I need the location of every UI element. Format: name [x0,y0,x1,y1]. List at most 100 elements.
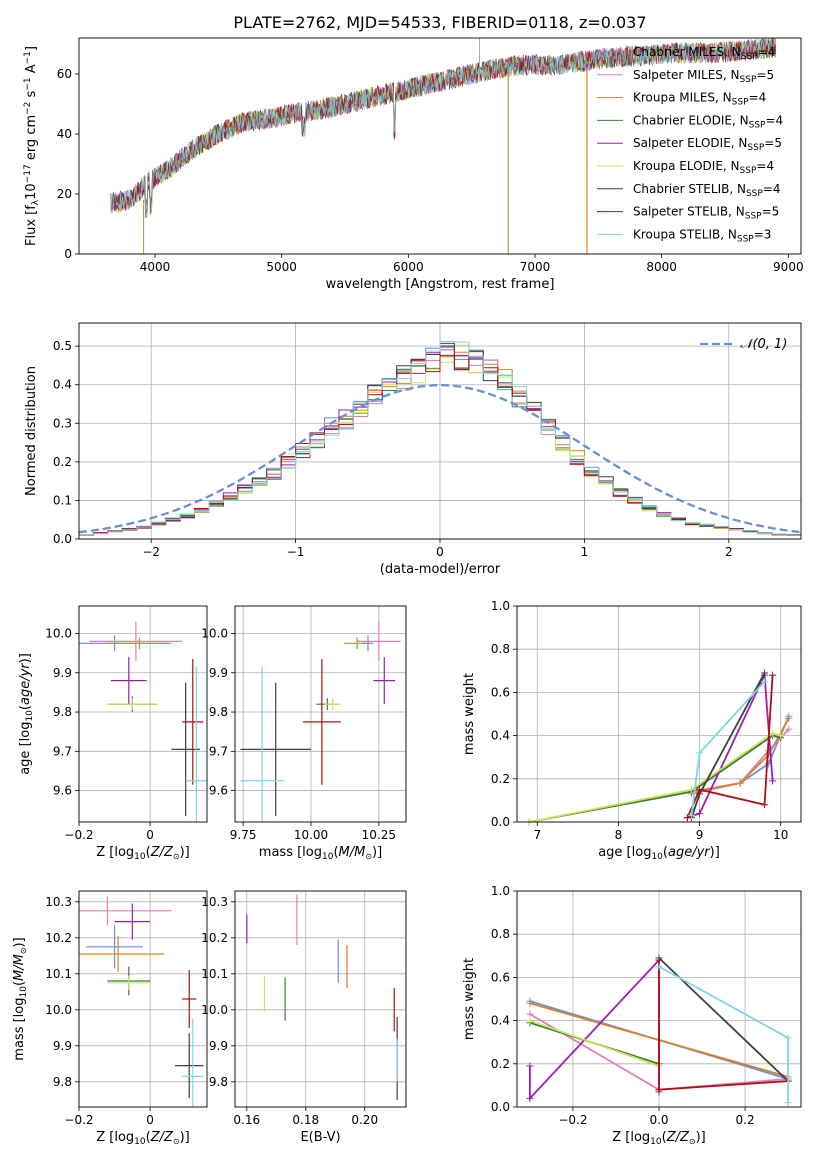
y-axis-label: mass [log10(M/M⊙)] [12,937,29,1060]
y-tick-label: 9.7 [209,744,228,758]
error-bars [246,894,398,1100]
y-tick-label: 0.4 [491,729,510,743]
residuals-panel: −2 −1 0 1 2 0.0 0.1 0.2 0.3 0.4 0.5 (data-model)/er… [24,322,802,577]
x-tick-label: 10.25 [362,828,396,842]
x-tick-label: 8000 [646,260,677,274]
x-tick-label: 0.20 [351,1113,378,1127]
weight-lines [525,669,793,826]
error-bars [79,896,204,1107]
y-tick-label: 0.0 [53,532,72,546]
x-tick-label: 5000 [266,260,297,274]
axes-frame [234,890,407,1108]
legend-entry: Chabrier ELODIE, NSSP=4 [633,113,783,130]
x-tick-label: 9000 [773,260,804,274]
x-tick-label: 1 [581,545,589,559]
y-tick-label: 9.8 [53,1075,72,1089]
y-tick-label: 0.1 [53,493,72,507]
x-tick-label: 0.18 [292,1113,319,1127]
legend-entry: Salpeter MILES, NSSP=5 [633,68,774,85]
weight-line [686,675,774,819]
y-tick-label: 20 [57,187,72,201]
y-tick-label: 0.0 [491,815,510,829]
x-tick-label: 0.0 [649,1113,668,1127]
y-tick-label: 9.9 [209,666,228,680]
legend-entry: Kroupa STELIB, NSSP=3 [633,227,771,244]
y-tick-label: 0.0 [491,1100,510,1114]
y-tick-label: 60 [57,67,72,81]
y-tick-label: 10.0 [45,626,72,640]
weight-line [529,732,781,823]
y-tick-label: 0.2 [53,455,72,469]
x-tick-label: −0.2 [64,1113,93,1127]
axes-frame [78,322,802,540]
x-tick-label: −2 [142,545,160,559]
y-tick-label: 9.8 [53,705,72,719]
x-tick-label: 6000 [393,260,424,274]
x-tick-label: 9 [696,828,704,842]
y-tick-label: 9.7 [53,744,72,758]
mass-vs-ebv-panel: 0.16 0.18 0.20 9.8 9.9 10.0 10.1 10.2 10.3 E(B-V) [201,890,407,1145]
x-axis-label: (data-model)/error [380,562,501,577]
y-tick-label: 0 [64,247,72,261]
weight-line [529,1019,660,1067]
x-tick-label: 8 [615,828,623,842]
y-tick-label: 0.5 [53,339,72,353]
x-axis-label: Z [log10(Z/Z⊙)] [96,845,190,862]
y-tick-label: 40 [57,127,72,141]
y-tick-label: 9.6 [53,784,72,798]
spectrum-line [110,38,777,215]
y-tick-label: 10.0 [45,1003,72,1017]
y-tick-label: 0.4 [491,1014,510,1028]
y-tick-label: 0.3 [53,416,72,430]
x-tick-label: 7 [533,828,541,842]
y-tick-label: 0.8 [491,927,510,941]
y-tick-label: 9.8 [209,1075,228,1089]
y-tick-label: 0.4 [53,378,72,392]
x-axis-label: age [log10(age/yr)] [598,845,720,862]
figure-title: PLATE=2762, MJD=54533, FIBERID=0118, z=0… [233,13,646,32]
mass-weight-vs-age-panel: 7 8 9 10 0.0 0.2 0.4 0.6 0.8 1.0 age [log10(age/yr… [462,599,802,862]
error-bars [240,621,401,822]
legend-entry: Kroupa MILES, NSSP=4 [633,91,766,108]
x-tick-label: 9.75 [230,828,257,842]
mass-vs-z-panel: −0.2 0 9.8 9.9 10.0 10.1 10.2 10.3 Z [log10(Z/Z⊙… [12,890,208,1147]
axes-frame [516,605,802,823]
mass-weight-vs-z-panel: −0.2 0.0 0.2 0.0 0.2 0.4 0.6 0.8 1.0 Z [log10(Z/Z… [462,884,802,1147]
y-tick-label: 10.0 [201,626,228,640]
y-tick-label: 0.6 [491,685,510,699]
x-axis-label: mass [log10(M/M⊙)] [259,845,382,862]
x-tick-label: −1 [287,545,305,559]
y-axis-label: Normed distribution [24,366,39,496]
axes-frame [78,605,208,823]
y-tick-label: 9.9 [209,1039,228,1053]
histogram-step-line [79,341,801,536]
axes-frame [78,890,208,1108]
y-tick-label: 1.0 [491,884,510,898]
y-tick-label: 0.2 [491,772,510,786]
y-tick-label: 1.0 [491,599,510,613]
weight-lines [526,954,792,1107]
y-tick-label: 9.9 [53,666,72,680]
y-tick-label: 10.1 [201,967,228,981]
error-bars [79,621,207,822]
axes-frame [78,37,802,255]
x-tick-label: −0.2 [558,1113,587,1127]
legend-entry: Salpeter STELIB, NSSP=5 [633,205,779,222]
y-tick-label: 10.2 [201,931,228,945]
legend-entry: 𝒩(0, 1) [740,337,787,352]
x-tick-label: 0.16 [233,1113,260,1127]
y-tick-label: 9.8 [209,705,228,719]
y-axis-label: mass weight [462,958,477,1040]
axes-frame [234,605,407,823]
histogram-steps [79,341,801,536]
x-tick-label: 10.00 [294,828,328,842]
y-tick-label: 0.2 [491,1057,510,1071]
y-tick-label: 0.6 [491,970,510,984]
y-tick-label: 10.0 [201,1003,228,1017]
spectrum-legend: Chabrier MILES, NSSP=4 Salpeter MILES, NS… [597,45,783,244]
y-tick-label: 10.2 [45,931,72,945]
weight-line [691,728,790,795]
x-axis-label: Z [log10(Z/Z⊙)] [96,1130,190,1147]
legend-entry: Salpeter ELODIE, NSSP=5 [633,136,782,153]
